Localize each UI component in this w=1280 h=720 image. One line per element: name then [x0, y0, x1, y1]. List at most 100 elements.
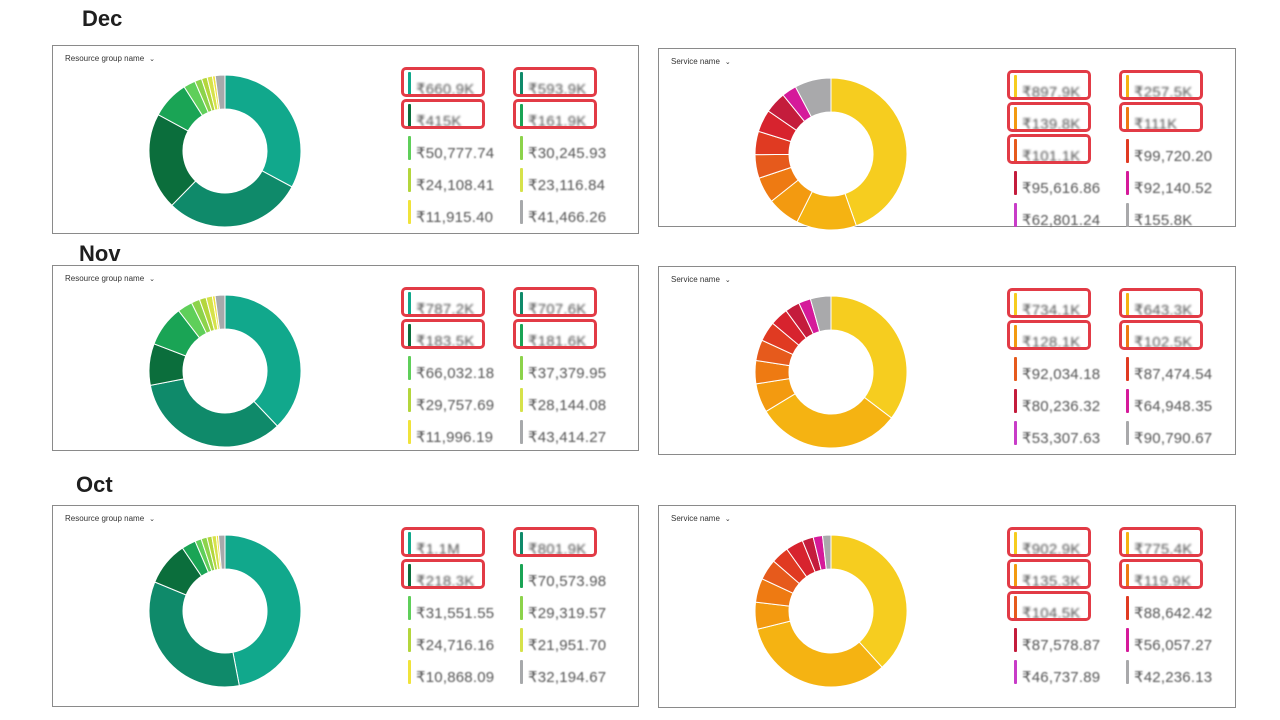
legend-item[interactable]: ₹104.5K [1007, 591, 1126, 623]
legend-item-value: ₹80,236.32 [1022, 398, 1101, 415]
legend-color-swatch [520, 596, 523, 620]
legend-item[interactable]: ₹801.9K [513, 527, 632, 559]
legend-color-swatch [1126, 357, 1129, 381]
legend-item[interactable]: ₹135.3K [1007, 559, 1126, 591]
donut-slice[interactable] [149, 378, 279, 448]
donut-slice[interactable] [214, 294, 226, 330]
legend-item[interactable]: ₹53,307.63 [1014, 418, 1126, 448]
legend-item[interactable]: ₹37,379.95 [520, 353, 632, 383]
legend-item[interactable]: ₹257.5K [1119, 70, 1238, 102]
donut-slice[interactable] [830, 77, 908, 227]
donut-slice[interactable] [794, 77, 832, 118]
legend-item[interactable]: ₹99,720.20 [1126, 136, 1238, 166]
legend-item[interactable]: ₹734.1K [1007, 288, 1126, 320]
legend-item[interactable]: ₹42,236.13 [1126, 657, 1238, 687]
donut-slice[interactable] [224, 534, 302, 687]
legend-item[interactable]: ₹21,951.70 [520, 625, 632, 655]
legend-item[interactable]: ₹23,116.84 [520, 165, 632, 195]
legend-item[interactable]: ₹32,194.67 [520, 657, 632, 687]
donut-slice[interactable] [830, 295, 908, 419]
legend-item[interactable]: ₹87,474.54 [1126, 354, 1238, 384]
legend-item[interactable]: ₹24,108.41 [408, 165, 520, 195]
legend-item[interactable]: ₹90,790.67 [1126, 418, 1238, 448]
legend-item[interactable]: ₹64,948.35 [1126, 386, 1238, 416]
donut-slice[interactable] [830, 534, 908, 668]
legend-item[interactable]: ₹62,801.24 [1014, 200, 1126, 230]
legend-item[interactable]: ₹415K [401, 99, 520, 131]
donut-slice[interactable] [756, 620, 883, 688]
legend-item[interactable]: ₹775.4K [1119, 527, 1238, 559]
legend-item[interactable]: ₹46,737.89 [1014, 657, 1126, 687]
legend-item[interactable]: ₹707.6K [513, 287, 632, 319]
donut-slice[interactable] [214, 74, 226, 110]
legend-item[interactable]: ₹70,573.98 [520, 561, 632, 591]
legend-item[interactable]: ₹102.5K [1119, 320, 1238, 352]
donut-slice[interactable] [224, 74, 302, 188]
legend-item[interactable]: ₹92,140.52 [1126, 168, 1238, 198]
legend-item[interactable]: ₹183.5K [401, 319, 520, 351]
legend-item[interactable]: ₹50,777.74 [408, 133, 520, 163]
chevron-down-icon[interactable]: ⌄ [149, 55, 156, 63]
resource-group-dropdown[interactable]: Resource group name ⌄ [65, 514, 155, 523]
donut-slice[interactable] [809, 295, 832, 333]
legend-item[interactable]: ₹643.3K [1119, 288, 1238, 320]
legend-item[interactable]: ₹56,057.27 [1126, 625, 1238, 655]
legend-item[interactable]: ₹41,466.26 [520, 197, 632, 227]
legend-item[interactable]: ₹24,716.16 [408, 625, 520, 655]
legend-item[interactable]: ₹787.2K [401, 287, 520, 319]
chevron-down-icon[interactable]: ⌄ [724, 515, 731, 523]
legend-item[interactable]: ₹128.1K [1007, 320, 1126, 352]
legend-item-value: ₹66,032.18 [416, 365, 495, 382]
legend-item[interactable]: ₹43,414.27 [520, 417, 632, 447]
legend-item[interactable]: ₹161.9K [513, 99, 632, 131]
legend-item[interactable]: ₹30,245.93 [520, 133, 632, 163]
legend-item[interactable]: ₹1.1M [401, 527, 520, 559]
legend-item[interactable]: ₹897.9K [1007, 70, 1126, 102]
legend-item[interactable]: ₹11,915.40 [408, 197, 520, 227]
legend-item[interactable]: ₹139.8K [1007, 102, 1126, 134]
legend-item[interactable]: ₹902.9K [1007, 527, 1126, 559]
donut-slice[interactable] [224, 294, 302, 427]
service-dropdown[interactable]: Service name ⌄ [671, 57, 731, 66]
legend-item[interactable]: ₹111K [1119, 102, 1238, 134]
chevron-down-icon[interactable]: ⌄ [724, 276, 731, 284]
resource-group-dropdown[interactable]: Resource group name ⌄ [65, 54, 155, 63]
legend-item-value: ₹64,948.35 [1134, 398, 1213, 415]
chevron-down-icon[interactable]: ⌄ [724, 58, 731, 66]
legend-item-value: ₹104.5K [1022, 605, 1081, 622]
legend-item[interactable]: ₹28,144.08 [520, 385, 632, 415]
service-dropdown[interactable]: Service name ⌄ [671, 514, 731, 523]
donut-slice[interactable] [171, 170, 293, 228]
legend-item[interactable]: ₹92,034.18 [1014, 354, 1126, 384]
legend-item[interactable]: ₹101.1K [1007, 134, 1126, 166]
legend-item[interactable]: ₹119.9K [1119, 559, 1238, 591]
donut-slice[interactable] [821, 534, 832, 570]
chevron-down-icon[interactable]: ⌄ [149, 275, 156, 283]
legend-color-swatch [520, 136, 523, 160]
legend-item[interactable]: ₹88,642.42 [1126, 593, 1238, 623]
legend-item[interactable]: ₹155.8K [1126, 200, 1238, 230]
legend-item[interactable]: ₹593.9K [513, 67, 632, 99]
legend-item[interactable]: ₹218.3K [401, 559, 520, 591]
legend-item[interactable]: ₹10,868.09 [408, 657, 520, 687]
legend-item[interactable]: ₹80,236.32 [1014, 386, 1126, 416]
donut-slice[interactable] [148, 581, 240, 688]
resource-group-dropdown[interactable]: Resource group name ⌄ [65, 274, 155, 283]
legend-item[interactable]: ₹660.9K [401, 67, 520, 99]
legend-item[interactable]: ₹66,032.18 [408, 353, 520, 383]
legend-item[interactable]: ₹95,616.86 [1014, 168, 1126, 198]
legend-item[interactable]: ₹31,551.55 [408, 593, 520, 623]
donut-slice[interactable] [217, 534, 226, 570]
legend-item[interactable]: ₹87,578.87 [1014, 625, 1126, 655]
service-dropdown[interactable]: Service name ⌄ [671, 275, 731, 284]
legend-item[interactable]: ₹29,757.69 [408, 385, 520, 415]
legend-item[interactable]: ₹11,996.19 [408, 417, 520, 447]
donut-slice[interactable] [765, 393, 893, 449]
legend-item[interactable]: ₹181.6K [513, 319, 632, 351]
legend-item-value: ₹775.4K [1134, 541, 1193, 558]
legend-item-value: ₹161.9K [528, 113, 587, 130]
legend-item[interactable]: ₹29,319.57 [520, 593, 632, 623]
donut-chart [148, 534, 302, 688]
legend-item-value: ₹1.1M [416, 541, 460, 558]
chevron-down-icon[interactable]: ⌄ [149, 515, 156, 523]
